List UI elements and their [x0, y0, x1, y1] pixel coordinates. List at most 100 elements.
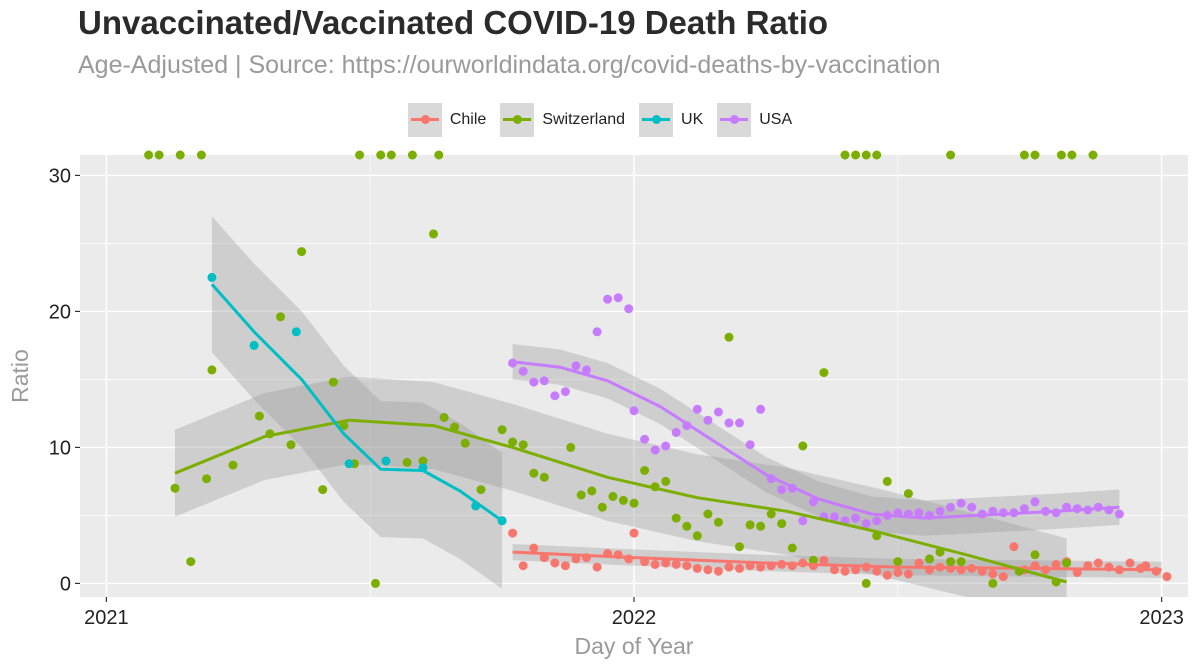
data-point: [671, 513, 681, 523]
legend-label-usa: USA: [759, 111, 793, 128]
data-point: [882, 570, 892, 580]
y-tick-label: 20: [49, 301, 71, 323]
data-point: [946, 150, 956, 160]
data-point: [956, 557, 966, 567]
data-point: [946, 502, 956, 512]
trend-line-chile: [512, 550, 1162, 572]
data-point: [925, 554, 934, 564]
data-point: [196, 150, 206, 160]
data-point: [851, 565, 861, 575]
data-point: [798, 441, 808, 451]
data-point: [1009, 542, 1019, 552]
data-point: [460, 438, 470, 448]
data-point: [1062, 558, 1072, 568]
data-point: [735, 418, 744, 428]
gridlines: [80, 155, 1188, 597]
data-point: [1019, 504, 1029, 514]
confidence-band-usa: [512, 344, 1120, 536]
legend-item-switzerland: Switzerland: [500, 103, 625, 137]
data-point: [777, 485, 787, 495]
data-point: [618, 495, 628, 505]
y-tick-label: 10: [49, 437, 71, 459]
data-point: [476, 485, 486, 495]
y-axis: 0 10 20 30: [49, 165, 80, 595]
data-point: [603, 294, 613, 304]
x-axis: 2021 2022 2023: [84, 597, 1184, 629]
data-point: [872, 516, 882, 526]
data-point: [724, 332, 734, 342]
data-point: [703, 415, 713, 425]
data-point: [560, 387, 570, 397]
data-point: [661, 441, 671, 451]
data-point: [539, 376, 549, 386]
data-point: [439, 413, 449, 422]
data-point: [560, 561, 570, 571]
data-point: [1056, 150, 1066, 160]
data-point: [692, 531, 702, 541]
data-point: [529, 377, 539, 387]
data-point: [682, 521, 692, 531]
data-point: [935, 506, 945, 516]
data-point: [571, 361, 581, 371]
data-point: [745, 440, 755, 450]
data-point: [407, 150, 417, 160]
data-point: [903, 489, 913, 499]
data-point: [508, 528, 518, 538]
data-point: [539, 553, 549, 563]
data-point: [745, 520, 755, 530]
legend: Chile Switzerland UK USA: [0, 103, 1200, 137]
data-point: [661, 476, 671, 486]
data-point: [671, 559, 681, 569]
data-point: [386, 150, 396, 160]
data-point: [798, 516, 808, 526]
data-point: [429, 229, 438, 239]
data-point: [766, 509, 776, 519]
data-point: [861, 519, 871, 529]
data-point: [571, 554, 581, 564]
data-point: [539, 472, 549, 482]
data-point: [418, 456, 428, 466]
data-point: [946, 557, 956, 567]
legend-key-switzerland: [500, 103, 535, 137]
data-point: [914, 508, 924, 518]
data-point: [703, 565, 713, 575]
data-point: [724, 562, 734, 572]
data-point: [830, 565, 839, 575]
data-point: [529, 468, 539, 478]
data-point: [550, 391, 560, 401]
data-point: [808, 555, 818, 565]
data-point: [582, 365, 591, 375]
data-point: [735, 563, 744, 573]
trend-line-switzerland: [174, 418, 1067, 584]
data-point: [840, 150, 850, 160]
data-point: [692, 563, 702, 573]
legend-label-uk: UK: [681, 111, 704, 128]
data-point: [830, 512, 839, 522]
data-point: [1093, 558, 1103, 568]
data-point: [713, 407, 723, 417]
data-point: [903, 569, 913, 579]
data-point: [861, 150, 871, 160]
data-point: [1030, 497, 1040, 507]
data-point: [893, 557, 903, 567]
data-point: [872, 150, 882, 160]
data-point: [254, 411, 264, 421]
data-point: [640, 434, 650, 444]
data-point: [202, 474, 212, 484]
data-point: [175, 150, 185, 160]
x-axis-title: Day of Year: [575, 633, 694, 659]
y-tick-label: 30: [49, 165, 71, 187]
y-axis-title: Ratio: [7, 349, 33, 403]
legend-item-uk: UK: [639, 103, 703, 137]
data-point: [1162, 572, 1172, 582]
data-point: [650, 445, 660, 455]
data-point: [592, 562, 602, 572]
points-switzerland: [144, 150, 1098, 588]
data-point: [597, 502, 607, 512]
x-tick-label: 2022: [612, 607, 657, 629]
data-point: [566, 442, 576, 452]
data-point: [286, 440, 296, 450]
data-point: [291, 327, 301, 337]
data-point: [692, 404, 702, 414]
data-point: [777, 519, 787, 529]
